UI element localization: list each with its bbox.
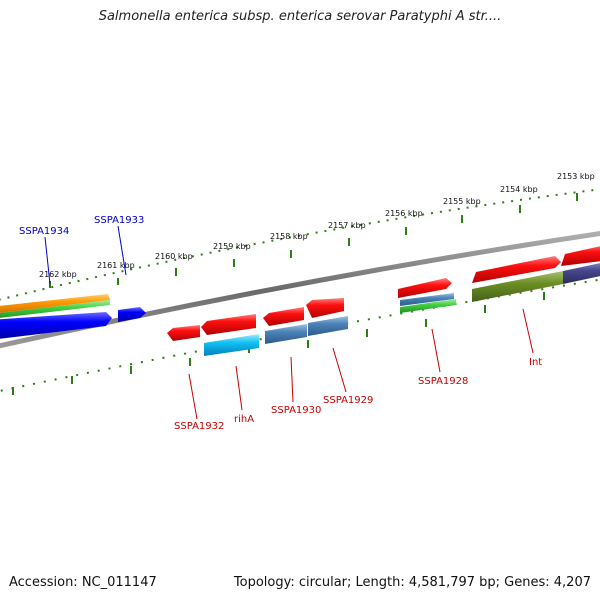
gene-label-sspa1933[interactable]: SSPA1933 — [94, 215, 144, 226]
gene-feature[interactable] — [563, 261, 600, 284]
kbp-label-2153: 2153 kbp — [557, 172, 595, 181]
scale-labels: 2162 kbp 2161 kbp 2160 kbp 2159 kbp 2158… — [39, 172, 595, 279]
gene-label-sspa1934[interactable]: SSPA1934 — [19, 226, 69, 237]
gene-feature[interactable] — [201, 314, 256, 335]
forward-genes — [0, 244, 600, 340]
kbp-label-2157: 2157 kbp — [328, 221, 366, 230]
inner-scale-ruler — [0, 278, 600, 392]
gene-feature[interactable] — [398, 278, 452, 298]
kbp-label-2160: 2160 kbp — [155, 252, 193, 261]
kbp-label-2158: 2158 kbp — [270, 232, 308, 241]
gene-feature[interactable] — [263, 307, 304, 326]
outer-scale-ruler — [0, 188, 600, 301]
kbp-label-2154: 2154 kbp — [500, 185, 538, 194]
label-leaders — [44, 225, 534, 420]
kbp-label-2156: 2156 kbp — [385, 209, 423, 218]
gene-feature[interactable] — [472, 256, 561, 283]
topology-text: Topology: circular; Length: 4,581,797 bp… — [233, 575, 591, 590]
gene-feature[interactable] — [561, 244, 600, 266]
gene-feature[interactable] — [167, 325, 200, 341]
gene-feature[interactable] — [0, 312, 112, 340]
gene-feature[interactable] — [265, 324, 307, 344]
gene-feature[interactable] — [472, 271, 563, 302]
outer-ruler-ticks — [49, 193, 578, 288]
gene-feature[interactable] — [400, 299, 456, 313]
gene-feature[interactable] — [0, 294, 110, 314]
reverse-genes — [167, 261, 600, 356]
kbp-label-2162: 2162 kbp — [39, 270, 77, 279]
gene-feature[interactable] — [118, 307, 146, 322]
kbp-label-2155: 2155 kbp — [443, 197, 481, 206]
gene-feature[interactable] — [0, 300, 110, 319]
gene-label-riha[interactable]: rihA — [234, 414, 254, 425]
gene-label-int[interactable]: Int — [529, 357, 542, 368]
gene-label-sspa1928[interactable]: SSPA1928 — [418, 376, 468, 387]
gene-feature[interactable] — [308, 316, 348, 336]
gene-label-sspa1930[interactable]: SSPA1930 — [271, 405, 321, 416]
gene-feature[interactable] — [204, 334, 259, 356]
gene-label-sspa1932[interactable]: SSPA1932 — [174, 421, 224, 432]
kbp-label-2161: 2161 kbp — [97, 261, 135, 270]
kbp-label-2159: 2159 kbp — [213, 242, 251, 251]
gene-label-sspa1929[interactable]: SSPA1929 — [323, 395, 373, 406]
accession-text: Accession: NC_011147 — [9, 575, 157, 590]
map-title: Salmonella enterica subsp. enterica sero… — [98, 9, 502, 24]
gene-feature[interactable] — [306, 298, 344, 318]
gene-feature[interactable] — [400, 293, 454, 306]
